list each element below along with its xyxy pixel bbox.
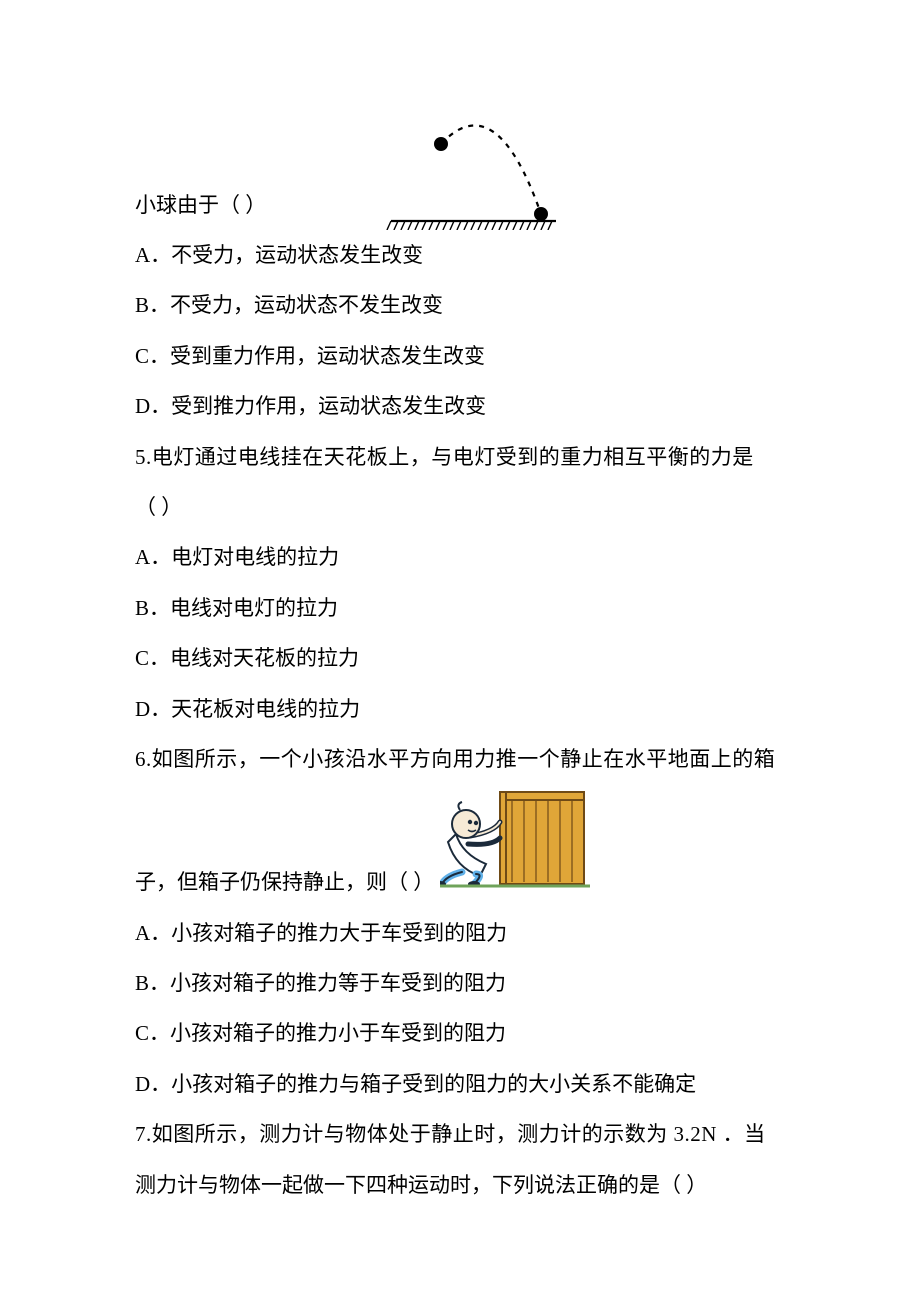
trajectory-figure [266,100,556,230]
q6-option-b: B．小孩对箱子的推力等于车受到的阻力 [135,958,790,1008]
q4-figure-wrap [266,100,556,230]
q4-option-d: D．受到推力作用，运动状态发生改变 [135,381,790,431]
q5-option-b: B．电线对电灯的拉力 [135,583,790,633]
q7-stem-line1: 7.如图所示，测力计与物体处于静止时，测力计的示数为 3.2N ．当 [135,1109,790,1159]
q5-option-c: C．电线对天花板的拉力 [135,633,790,683]
q5-option-a: A．电灯对电线的拉力 [135,532,790,582]
q6-option-c: C．小孩对箱子的推力小于车受到的阻力 [135,1008,790,1058]
q6-option-d: D．小孩对箱子的推力与箱子受到的阻力的大小关系不能确定 [135,1059,790,1109]
document-page: 小球由于（ ） A．不受力，运动状态发生改变 B．不受力，运动状态不发生改变 C… [0,0,920,1302]
q4-stem-text: 小球由于（ ） [135,180,266,230]
q6-option-a: A．小孩对箱子的推力大于车受到的阻力 [135,908,790,958]
push-box-figure [440,784,590,889]
q5-stem-line2: （ ） [135,482,790,532]
q6-stem-line1: 6.如图所示，一个小孩沿水平方向用力推一个静止在水平地面上的箱 [135,734,790,784]
q5-option-d: D．天花板对电线的拉力 [135,684,790,734]
q5-stem-line1: 5.电灯通过电线挂在天花板上，与电灯受到的重力相互平衡的力是 [135,432,790,482]
q4-option-a: A．不受力，运动状态发生改变 [135,230,790,280]
q6-figure-wrap [440,784,590,907]
q4-option-c: C．受到重力作用，运动状态发生改变 [135,331,790,381]
q7-stem-line2: 测力计与物体一起做一下四种运动时，下列说法正确的是（ ） [135,1160,790,1210]
q4-option-b: B．不受力，运动状态不发生改变 [135,280,790,330]
q4-stem-row: 小球由于（ ） [135,100,790,230]
q6-stem-row2: 子，但箱子仍保持静止，则（ ） [135,784,790,907]
q6-stem-line2: 子，但箱子仍保持静止，则（ ） [135,857,434,907]
